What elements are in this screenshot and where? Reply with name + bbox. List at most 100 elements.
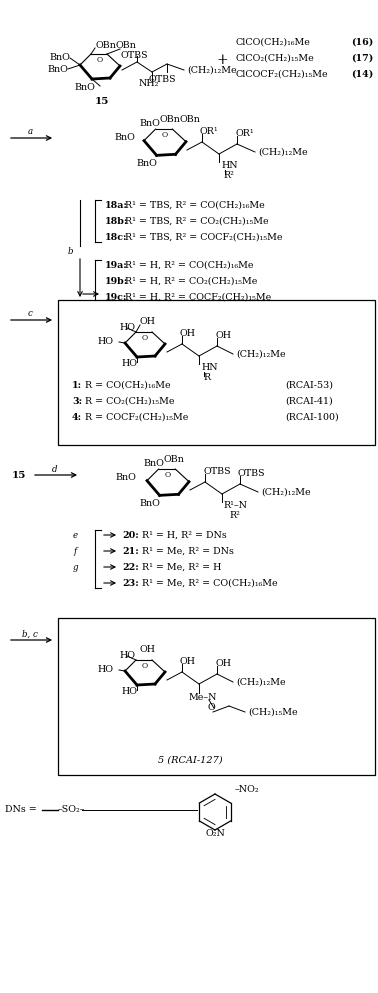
Text: R¹–N: R¹–N	[224, 501, 248, 510]
Text: f: f	[73, 546, 77, 555]
Text: 15: 15	[12, 471, 26, 480]
Text: BnO: BnO	[140, 119, 161, 128]
Text: OBn: OBn	[180, 115, 201, 124]
Text: OTBS: OTBS	[120, 52, 148, 61]
Text: 22:: 22:	[122, 562, 139, 572]
Text: R: R	[203, 373, 210, 382]
Text: BnO: BnO	[143, 460, 164, 469]
Text: Me–N: Me–N	[189, 692, 217, 701]
Text: O: O	[97, 56, 103, 64]
Text: R¹ = Me, R² = H: R¹ = Me, R² = H	[142, 562, 222, 572]
Text: OH: OH	[215, 332, 231, 341]
Text: R = CO(CH₂)₁₆Me: R = CO(CH₂)₁₆Me	[85, 380, 170, 389]
Text: BnO: BnO	[49, 54, 70, 63]
Text: 18a:: 18a:	[105, 201, 128, 210]
Text: ClCO₂(CH₂)₁₅Me: ClCO₂(CH₂)₁₅Me	[235, 54, 314, 63]
Text: ClCOCF₂(CH₂)₁₅Me: ClCOCF₂(CH₂)₁₅Me	[235, 70, 328, 78]
Text: 20:: 20:	[122, 530, 139, 539]
Text: (CH₂)₁₂Me: (CH₂)₁₂Me	[261, 488, 311, 496]
Text: O: O	[142, 662, 148, 670]
Text: 5 (RCAI-127): 5 (RCAI-127)	[158, 756, 222, 765]
Text: (16): (16)	[351, 38, 373, 47]
Text: OH: OH	[140, 318, 156, 327]
Text: OH: OH	[215, 659, 231, 668]
Text: 18c:: 18c:	[105, 232, 127, 241]
Text: b, c: b, c	[22, 630, 38, 638]
Text: BnO: BnO	[139, 499, 160, 508]
Text: OBn: OBn	[163, 456, 184, 465]
Text: g: g	[72, 562, 78, 572]
Text: d: d	[52, 465, 58, 474]
Text: 21:: 21:	[122, 546, 139, 555]
Text: 1:: 1:	[72, 380, 82, 389]
Text: –SO₂–: –SO₂–	[58, 805, 85, 814]
Text: HO: HO	[97, 338, 113, 347]
Text: R¹ = TBS, R² = CO(CH₂)₁₆Me: R¹ = TBS, R² = CO(CH₂)₁₆Me	[125, 201, 265, 210]
Text: OTBS: OTBS	[148, 75, 176, 84]
Text: R¹ = H, R² = CO(CH₂)₁₆Me: R¹ = H, R² = CO(CH₂)₁₆Me	[125, 260, 254, 269]
Text: a: a	[28, 127, 33, 136]
Text: BnO: BnO	[47, 65, 68, 73]
Text: 23:: 23:	[122, 579, 139, 588]
Text: +: +	[216, 53, 228, 67]
Text: BnO: BnO	[115, 474, 136, 483]
Text: HN: HN	[221, 162, 238, 171]
Text: R¹ = TBS, R² = CO₂(CH₂)₁₅Me: R¹ = TBS, R² = CO₂(CH₂)₁₅Me	[125, 216, 269, 225]
Text: BnO: BnO	[136, 160, 157, 169]
Text: OH: OH	[180, 330, 196, 339]
Text: OTBS: OTBS	[203, 468, 231, 477]
Text: HO: HO	[120, 651, 136, 660]
Text: OBn: OBn	[95, 42, 116, 51]
Text: HN: HN	[201, 363, 218, 372]
Text: (17): (17)	[351, 54, 373, 63]
Text: (RCAI-100): (RCAI-100)	[285, 412, 339, 421]
Text: R¹ = H, R² = DNs: R¹ = H, R² = DNs	[142, 530, 227, 539]
Text: b: b	[67, 246, 73, 255]
Text: (CH₂)₁₅Me: (CH₂)₁₅Me	[248, 707, 297, 717]
Text: OBn: OBn	[115, 42, 136, 51]
Text: OR¹: OR¹	[200, 127, 218, 136]
Text: NH₂: NH₂	[139, 79, 159, 88]
Text: ClCO(CH₂)₁₆Me: ClCO(CH₂)₁₆Me	[235, 38, 310, 47]
Text: O: O	[142, 334, 148, 342]
Text: R = COCF₂(CH₂)₁₅Me: R = COCF₂(CH₂)₁₅Me	[85, 412, 188, 421]
Text: BnO: BnO	[74, 83, 95, 92]
Text: HO: HO	[121, 359, 137, 368]
Text: R¹ = Me, R² = CO(CH₂)₁₆Me: R¹ = Me, R² = CO(CH₂)₁₆Me	[142, 579, 277, 588]
Bar	[58, 300, 375, 445]
Text: OTBS: OTBS	[238, 470, 266, 479]
Text: O: O	[162, 131, 168, 139]
Text: HO: HO	[121, 687, 137, 696]
Text: HO: HO	[97, 665, 113, 674]
Text: (14): (14)	[351, 70, 373, 78]
Bar	[58, 618, 375, 775]
Text: 4:: 4:	[72, 412, 82, 421]
Text: OH: OH	[140, 645, 156, 654]
Text: (CH₂)₁₂Me: (CH₂)₁₂Me	[236, 350, 286, 358]
Text: OH: OH	[180, 657, 196, 666]
Text: e: e	[73, 530, 77, 539]
Text: 19a:: 19a:	[105, 260, 128, 269]
Text: (CH₂)₁₂Me: (CH₂)₁₂Me	[236, 677, 286, 686]
Text: (CH₂)₁₂Me: (CH₂)₁₂Me	[258, 148, 308, 157]
Text: c: c	[28, 310, 33, 319]
Text: (CH₂)₁₂Me: (CH₂)₁₂Me	[187, 66, 237, 74]
Text: DNs =: DNs =	[5, 805, 37, 814]
Text: R¹ = H, R² = CO₂(CH₂)₁₅Me: R¹ = H, R² = CO₂(CH₂)₁₅Me	[125, 276, 257, 286]
Text: O: O	[207, 702, 215, 712]
Text: BnO: BnO	[114, 133, 135, 143]
Text: R¹ = Me, R² = DNs: R¹ = Me, R² = DNs	[142, 546, 234, 555]
Text: (RCAI-41): (RCAI-41)	[285, 396, 333, 405]
Text: OR¹: OR¹	[235, 129, 254, 138]
Text: HO: HO	[120, 324, 136, 333]
Text: R²: R²	[230, 511, 241, 520]
Text: O: O	[165, 472, 171, 480]
Text: (RCAI-53): (RCAI-53)	[285, 380, 333, 389]
Text: R¹ = TBS, R² = COCF₂(CH₂)₁₅Me: R¹ = TBS, R² = COCF₂(CH₂)₁₅Me	[125, 232, 282, 241]
Text: 19b:: 19b:	[105, 276, 128, 286]
Text: R¹ = H, R² = COCF₂(CH₂)₁₅Me: R¹ = H, R² = COCF₂(CH₂)₁₅Me	[125, 293, 271, 302]
Text: 19c:: 19c:	[105, 293, 127, 302]
Text: 18b:: 18b:	[105, 216, 129, 225]
Text: OBn: OBn	[160, 115, 181, 124]
Text: O₂N: O₂N	[205, 829, 225, 838]
